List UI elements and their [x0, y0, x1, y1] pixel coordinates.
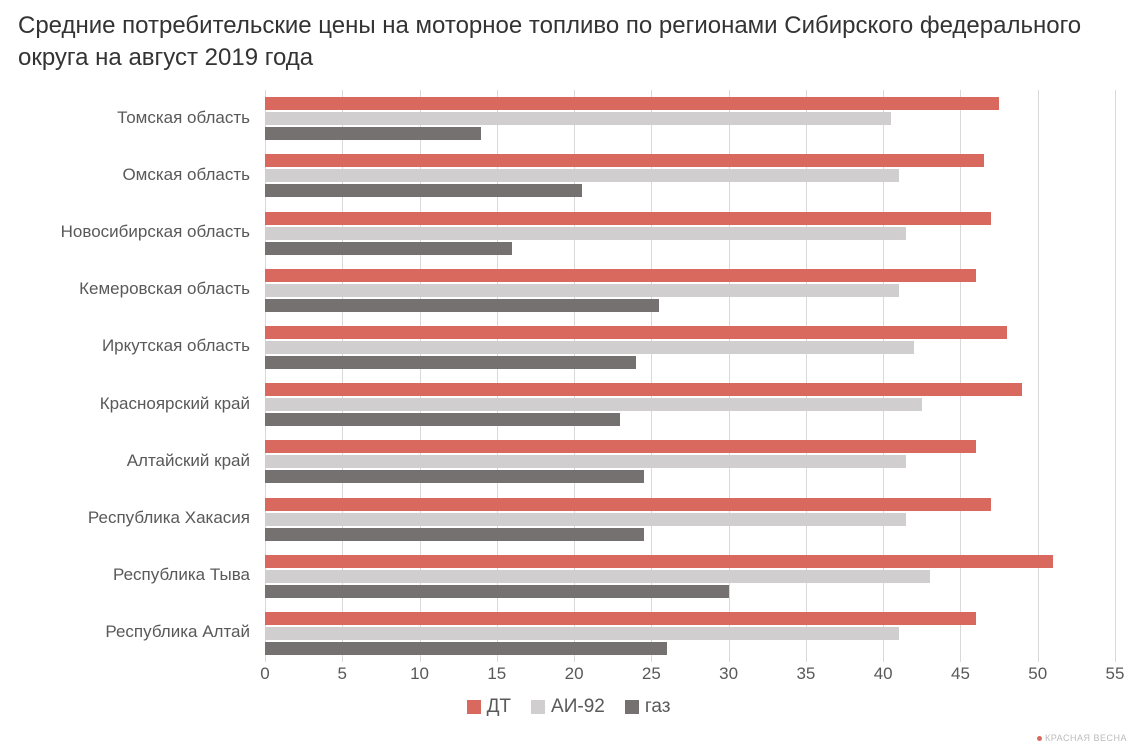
bar-gaz	[265, 413, 620, 426]
bar-group	[265, 555, 1115, 598]
bar-ai92	[265, 570, 930, 583]
bar-gaz	[265, 184, 582, 197]
watermark: КРАСНАЯ ВЕСНА	[1033, 732, 1131, 744]
bar-group	[265, 97, 1115, 140]
bar-dt	[265, 154, 984, 167]
bar-gaz	[265, 642, 667, 655]
x-tick-label: 25	[642, 664, 661, 684]
x-tick-label: 40	[874, 664, 893, 684]
bar-dt	[265, 326, 1007, 339]
legend-label: газ	[645, 696, 671, 718]
x-tick-label: 55	[1106, 664, 1125, 684]
bar-dt	[265, 212, 991, 225]
bar-ai92	[265, 455, 906, 468]
bar-ai92	[265, 341, 914, 354]
bar-gaz	[265, 356, 636, 369]
bar-ai92	[265, 227, 906, 240]
category-label: Кемеровская область	[0, 279, 250, 299]
x-tick-label: 15	[487, 664, 506, 684]
chart-title: Средние потребительские цены на моторное…	[0, 0, 1137, 79]
bar-gaz	[265, 299, 659, 312]
bar-ai92	[265, 169, 899, 182]
bar-ai92	[265, 112, 891, 125]
bar-ai92	[265, 284, 899, 297]
category-label: Красноярский край	[0, 394, 250, 414]
chart-container: ДТАИ-92газ 0510152025303540455055Томская…	[0, 86, 1137, 706]
x-tick-label: 20	[565, 664, 584, 684]
category-label: Республика Алтай	[0, 622, 250, 642]
x-tick-label: 50	[1028, 664, 1047, 684]
bar-dt	[265, 440, 976, 453]
bar-dt	[265, 612, 976, 625]
grid-line	[1115, 90, 1116, 662]
x-tick-label: 10	[410, 664, 429, 684]
bar-dt	[265, 269, 976, 282]
bar-gaz	[265, 242, 512, 255]
bar-gaz	[265, 585, 729, 598]
bar-group	[265, 612, 1115, 655]
bar-group	[265, 154, 1115, 197]
bar-dt	[265, 555, 1053, 568]
bar-dt	[265, 498, 991, 511]
legend-swatch-icon	[531, 700, 545, 714]
bar-group	[265, 326, 1115, 369]
x-tick-label: 45	[951, 664, 970, 684]
category-label: Республика Хакасия	[0, 508, 250, 528]
x-tick-label: 35	[796, 664, 815, 684]
legend-label: АИ-92	[551, 696, 605, 718]
x-tick-label: 0	[260, 664, 269, 684]
legend-swatch-icon	[625, 700, 639, 714]
category-label: Новосибирская область	[0, 222, 250, 242]
category-label: Томская область	[0, 108, 250, 128]
bar-dt	[265, 383, 1022, 396]
legend-label: ДТ	[487, 696, 511, 718]
legend-item-gaz: газ	[625, 696, 671, 718]
legend-item-dt: ДТ	[467, 696, 511, 718]
bar-ai92	[265, 627, 899, 640]
plot-area	[265, 90, 1115, 662]
bar-gaz	[265, 127, 481, 140]
bar-dt	[265, 97, 999, 110]
watermark-dot-icon	[1037, 736, 1042, 741]
category-label: Алтайский край	[0, 451, 250, 471]
bar-gaz	[265, 528, 644, 541]
legend-swatch-icon	[467, 700, 481, 714]
bar-group	[265, 383, 1115, 426]
bar-group	[265, 269, 1115, 312]
x-tick-label: 30	[719, 664, 738, 684]
legend: ДТ АИ-92 газ	[0, 696, 1137, 719]
bar-group	[265, 212, 1115, 255]
x-tick-label: 5	[338, 664, 347, 684]
bar-gaz	[265, 470, 644, 483]
bar-group	[265, 498, 1115, 541]
legend-item-ai92: АИ-92	[531, 696, 605, 718]
category-label: Республика Тыва	[0, 565, 250, 585]
bar-ai92	[265, 398, 922, 411]
category-label: Омская область	[0, 165, 250, 185]
bar-ai92	[265, 513, 906, 526]
watermark-text: КРАСНАЯ ВЕСНА	[1045, 733, 1127, 743]
bar-group	[265, 440, 1115, 483]
category-label: Иркутская область	[0, 336, 250, 356]
